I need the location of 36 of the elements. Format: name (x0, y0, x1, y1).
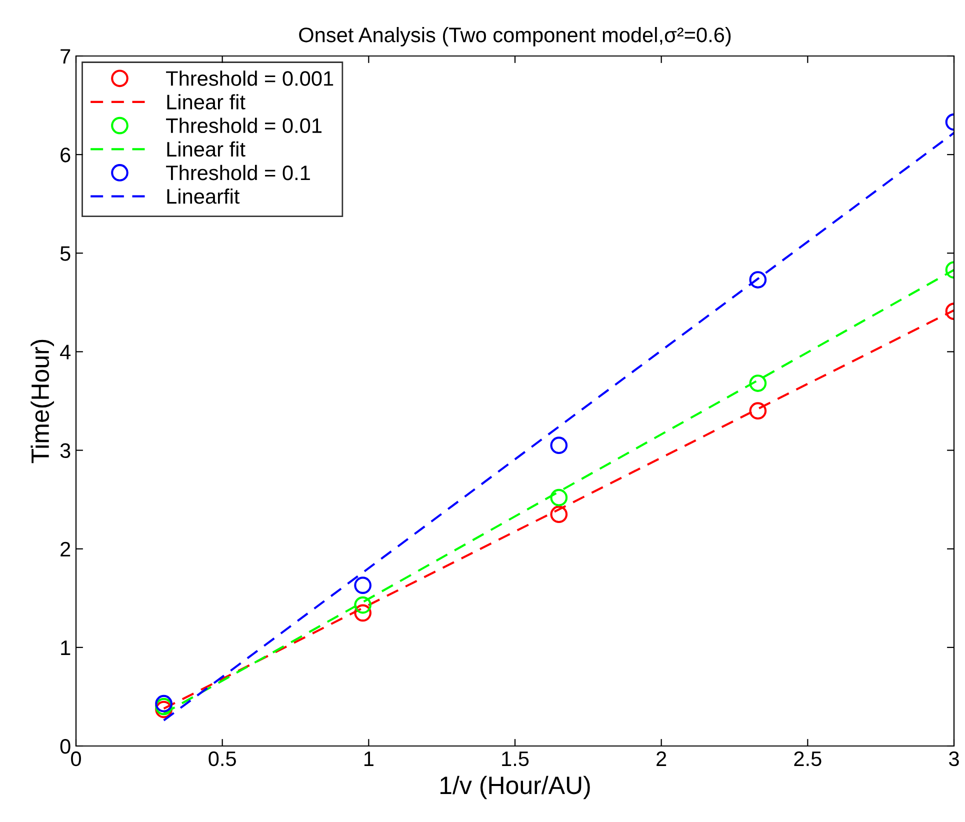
point (354, 596, 372, 614)
legend-label: Threshold = 0.01 (166, 118, 322, 134)
legend-label: Linear fit (167, 94, 246, 110)
y-tick-label: 6 (60, 148, 70, 162)
point (749, 402, 767, 420)
point (550, 436, 568, 454)
y-tick-label: 5 (60, 246, 70, 261)
point (550, 506, 568, 524)
x-tick-label: 1 (364, 752, 374, 766)
point (550, 488, 568, 506)
x-tick-label: 2.5 (794, 751, 822, 766)
point (749, 374, 767, 392)
x-tick-label: 0.5 (208, 751, 236, 766)
y-tick-label: 1 (61, 640, 70, 655)
point (155, 698, 172, 716)
point (155, 700, 172, 718)
x-tick-label: 1.5 (502, 752, 529, 766)
chart-title: Onset Analysis (Two component model,σ²=0.6) (299, 27, 731, 46)
legend-label: Linearfit (167, 188, 240, 204)
point (155, 694, 172, 712)
legend-label: Linear fit (167, 141, 246, 157)
y-tick-label: 3 (60, 443, 70, 458)
point (354, 604, 372, 622)
y-tick-label: 7 (60, 49, 70, 64)
x-tick-label: 3 (949, 751, 959, 766)
y-tick-label: 4 (60, 344, 71, 360)
y-tick-label: 0 (60, 739, 70, 754)
point (749, 271, 767, 288)
y-tick-label: 2 (60, 542, 70, 556)
point (354, 576, 372, 594)
x-tick-label: 0 (71, 751, 81, 766)
legend-label: Threshold = 0.1 (166, 164, 310, 180)
legend-label: Threshold = 0.001 (166, 70, 334, 86)
x-axis-title: 1/v (Hour/AU) (440, 776, 590, 800)
y-axis-title: Time(Hour) (30, 340, 54, 464)
x-tick-label: 2 (656, 751, 666, 766)
